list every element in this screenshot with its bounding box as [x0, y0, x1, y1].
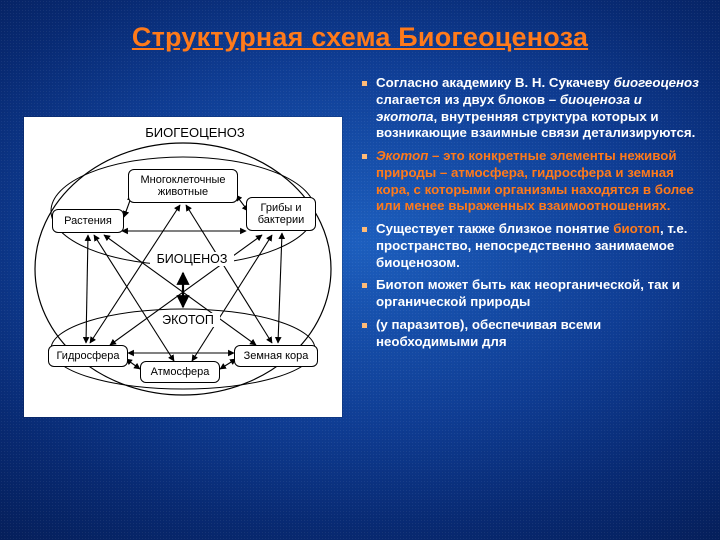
body-text: Существует также близкое понятие — [376, 221, 613, 236]
accent-text: биотоп — [613, 221, 660, 236]
node-hydrosphere: Гидросфера — [48, 345, 128, 367]
slide-root: Структурная схема Биогеоценоза БИОГЕОЦЕН… — [0, 0, 720, 540]
body-text: Согласно академику В. Н. Сукачеву — [376, 75, 614, 90]
body-text: биогеоценоз — [614, 75, 699, 90]
bullet-list: Согласно академику В. Н. Сукачеву биогео… — [360, 75, 700, 350]
edge — [126, 359, 140, 369]
node-plants: Растения — [52, 209, 124, 233]
diagram-column: БИОГЕОЦЕНОЗ — [24, 75, 342, 540]
list-item: Согласно академику В. Н. Сукачеву биогео… — [360, 75, 700, 142]
node-animals: Многоклеточныеживотные — [128, 169, 238, 203]
label-ecotope: ЭКОТОП — [156, 313, 220, 327]
node-atmosphere: Атмосфера — [140, 361, 220, 383]
slide-title: Структурная схема Биогеоценоза — [0, 22, 720, 53]
accent-text: Экотоп — [376, 148, 428, 163]
text-column: Согласно академику В. Н. Сукачеву биогео… — [360, 75, 700, 540]
node-fungi-bacteria: Грибы ибактерии — [246, 197, 316, 231]
edge — [86, 235, 88, 343]
list-item: Существует также близкое понятие биотоп,… — [360, 221, 700, 271]
label-biocenosis: БИОЦЕНОЗ — [150, 252, 234, 266]
content-area: БИОГЕОЦЕНОЗ — [24, 75, 700, 540]
list-item: (у паразитов), обеспечивая всеми необход… — [360, 317, 700, 351]
body-text: (у паразитов), обеспечивая всеми необход… — [376, 317, 601, 349]
node-earth-crust: Земная кора — [234, 345, 318, 367]
body-text: Биотоп может быть как неорганической, та… — [376, 277, 680, 309]
body-text: слагается из двух блоков – — [376, 92, 560, 107]
edge — [278, 233, 282, 343]
list-item: Экотоп – это конкретные элементы неживой… — [360, 148, 700, 215]
biogeocenosis-diagram: БИОГЕОЦЕНОЗ — [24, 117, 342, 417]
list-item: Биотоп может быть как неорганической, та… — [360, 277, 700, 311]
